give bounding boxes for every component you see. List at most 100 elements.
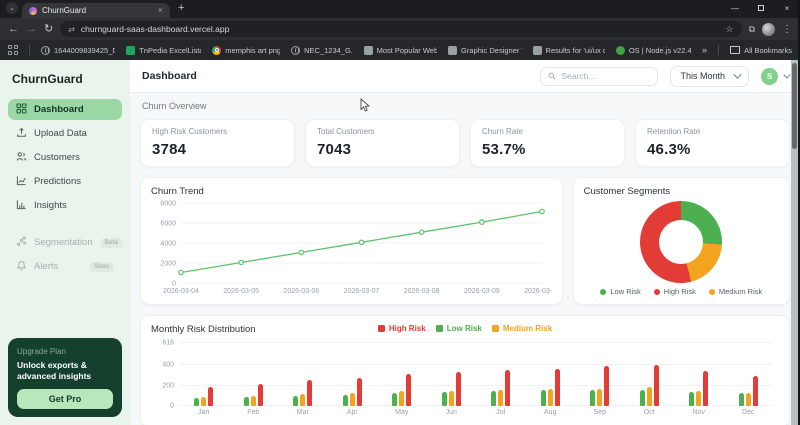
bookmark-item[interactable]: Results for 'ui/ux de... [532, 45, 605, 55]
avatar[interactable]: S [761, 67, 778, 85]
bar-high-risk [554, 368, 560, 406]
address-bar[interactable]: ⇄ churnguard-saas-dashboard.vercel.app ☆ [60, 21, 742, 37]
bar-low-risk [491, 391, 497, 406]
x-axis-label: Apr [346, 409, 358, 416]
chart-title: Churn Trend [151, 186, 204, 197]
window-close-button[interactable]: × [784, 3, 790, 13]
svg-text:2026-03-04: 2026-03-04 [163, 288, 199, 295]
x-axis-label: Jun [445, 409, 457, 416]
all-bookmarks-button[interactable]: All Bookmarks [730, 45, 792, 55]
sidebar-item-label: Predictions [34, 176, 81, 187]
tab-favicon-icon [29, 6, 37, 15]
sidebar-nav-secondary: Segmentation Beta Alerts Soon [8, 232, 123, 280]
browser-tab[interactable]: ChurnGuard × [22, 3, 170, 18]
status-badge: Beta [99, 237, 123, 248]
sidebar-item-insights[interactable]: Insights [8, 195, 122, 216]
legend-label: High Risk [388, 324, 426, 333]
x-axis-label: Feb [247, 409, 260, 416]
upgrade-card: Upgrade Plan Unlock exports & advanced i… [8, 337, 122, 417]
stat-label: Retention Rate [647, 127, 701, 136]
reload-button[interactable]: ↻ [44, 22, 54, 35]
sidebar-item-segmentation[interactable]: Segmentation Beta [8, 232, 123, 253]
bookmark-item[interactable]: memphis art png -... [212, 45, 280, 55]
monthly-risk-card: Monthly Risk Distribution High Risk Low R… [140, 315, 790, 425]
upgrade-description: Unlock exports & advanced insights [17, 359, 92, 381]
bar-group: Jan [194, 343, 214, 416]
bar-high-risk [406, 374, 412, 406]
stat-card: Retention Rate 46.3% [635, 119, 790, 167]
period-selector[interactable]: This Month [670, 65, 749, 87]
bookmark-item[interactable]: OS | Node.js v22.4.1... [615, 45, 692, 55]
legend-item: Low Risk [600, 287, 641, 296]
search-input[interactable] [561, 71, 651, 81]
bar-low-risk [639, 389, 645, 406]
bookmark-item[interactable]: Graphic Designer W... [448, 45, 522, 55]
bar-group: Dec [738, 343, 758, 416]
bookmark-label: OS | Node.js v22.4.1... [628, 45, 692, 55]
extensions-icon[interactable]: ⧉ [748, 23, 755, 34]
new-tab-button[interactable]: + [178, 2, 185, 14]
bar-medium-risk [349, 392, 355, 406]
sidebar-item-alerts[interactable]: Alerts Soon [8, 256, 122, 277]
bar-high-risk [455, 371, 461, 406]
sidebar-item-upload-data[interactable]: Upload Data [8, 123, 122, 144]
legend-item: Medium Risk [491, 324, 552, 333]
globe-icon [41, 45, 50, 55]
stat-label: High Risk Customers [152, 127, 228, 136]
bookmark-item[interactable]: Most Popular Websi... [363, 45, 438, 55]
legend-swatch [491, 325, 499, 332]
bookmarks-overflow-icon[interactable]: » [702, 45, 708, 55]
gridline [179, 342, 773, 343]
bar-group: Jun [441, 343, 461, 416]
apps-grid-icon[interactable] [8, 45, 18, 55]
user-menu[interactable]: S [761, 67, 791, 85]
window-minimize-button[interactable]: — [731, 3, 739, 13]
url-text: churnguard-saas-dashboard.vercel.app [80, 24, 230, 34]
sidebar-item-dashboard[interactable]: Dashboard [8, 99, 122, 120]
bar-group: Jul [491, 343, 511, 416]
stat-value: 46.3% [647, 141, 691, 158]
legend-item: High Risk [653, 287, 696, 296]
scrollbar-thumb[interactable] [792, 63, 797, 149]
bookmark-item[interactable]: TnPedia ExcelLista -... [126, 45, 201, 55]
bar-group: Oct [639, 343, 659, 416]
bar-low-risk [689, 391, 695, 406]
charts-row: Churn Trend 0 2000 4000 6000 8000 2026-03-04 2… [140, 177, 790, 305]
bar-group: Feb [243, 343, 263, 416]
x-axis-label: Aug [544, 409, 557, 416]
bar-high-risk [208, 386, 214, 406]
sidebar-item-customers[interactable]: Customers [8, 147, 122, 168]
get-pro-button[interactable]: Get Pro [17, 389, 113, 409]
legend-label: Medium Risk [718, 287, 763, 296]
churn-trend-chart: 0 2000 4000 6000 8000 2026-03-04 2026-03-05 202… [151, 197, 560, 296]
sidebar-item-predictions[interactable]: Predictions [8, 171, 122, 192]
bookmark-item[interactable]: NEC_1234_G.pdf [291, 45, 353, 55]
tab-close-icon[interactable]: × [157, 5, 163, 15]
browser-menu-icon[interactable]: ⋮ [782, 23, 792, 35]
stat-cards-row: High Risk Customers 3784 Total Customers 70… [140, 119, 790, 167]
tab-search-button[interactable]: ⌄ [6, 2, 18, 14]
page-scrollbar[interactable] [791, 60, 798, 425]
bookmark-item[interactable]: 1644009839425_Do... [41, 45, 115, 55]
back-button[interactable]: ← [8, 22, 19, 35]
browser-profile-avatar[interactable] [762, 22, 775, 36]
segments-donut-chart [640, 201, 723, 283]
bookmark-star-icon[interactable]: ☆ [725, 23, 734, 34]
dashboard-content: Churn Overview High Risk Customers 3784 To… [130, 93, 800, 425]
bar-group: May [392, 343, 412, 416]
divider [8, 219, 122, 232]
legend-label: High Risk [663, 287, 696, 296]
bookmark-label: Most Popular Websi... [376, 45, 438, 55]
search-box[interactable] [540, 66, 659, 86]
upload-icon [16, 127, 27, 141]
bookmark-label: Results for 'ui/ux de... [545, 45, 605, 55]
svg-text:2026-03-05: 2026-03-05 [223, 288, 259, 295]
legend-swatch [377, 325, 385, 332]
forward-button[interactable]: → [26, 22, 37, 35]
bars-icon [16, 199, 27, 213]
sheet-icon [126, 45, 136, 55]
site-settings-icon[interactable]: ⇄ [68, 24, 75, 34]
window-maximize-button[interactable] [748, 0, 774, 16]
bar-medium-risk [399, 391, 405, 406]
